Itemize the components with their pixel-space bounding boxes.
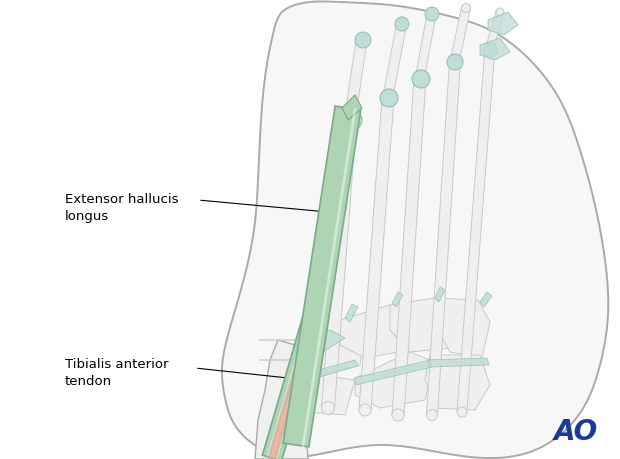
Circle shape — [397, 17, 407, 27]
Polygon shape — [415, 11, 436, 78]
Polygon shape — [222, 1, 608, 458]
Polygon shape — [300, 360, 358, 382]
Polygon shape — [322, 119, 356, 409]
Circle shape — [451, 56, 459, 65]
Circle shape — [356, 33, 368, 44]
Circle shape — [345, 112, 355, 123]
Polygon shape — [425, 355, 490, 410]
Circle shape — [383, 91, 393, 101]
Text: AO: AO — [554, 418, 598, 446]
Polygon shape — [392, 292, 403, 307]
Text: Tibialis anterior
tendon: Tibialis anterior tendon — [65, 358, 169, 388]
Circle shape — [428, 7, 436, 17]
Circle shape — [322, 402, 335, 414]
Polygon shape — [435, 298, 490, 358]
Polygon shape — [340, 305, 415, 358]
Polygon shape — [255, 340, 308, 459]
Polygon shape — [427, 62, 461, 415]
Circle shape — [342, 110, 362, 130]
Circle shape — [414, 72, 426, 84]
Circle shape — [461, 4, 471, 12]
Circle shape — [343, 113, 356, 127]
Circle shape — [380, 89, 398, 107]
Polygon shape — [295, 330, 345, 360]
Circle shape — [425, 7, 439, 21]
Polygon shape — [295, 320, 365, 375]
Circle shape — [415, 73, 425, 82]
Polygon shape — [283, 106, 361, 447]
Polygon shape — [355, 352, 435, 408]
Circle shape — [457, 407, 467, 417]
Polygon shape — [359, 98, 394, 410]
Circle shape — [392, 409, 404, 421]
Polygon shape — [480, 292, 492, 307]
Circle shape — [450, 56, 461, 67]
Polygon shape — [342, 95, 362, 120]
Circle shape — [485, 43, 495, 53]
Polygon shape — [345, 304, 358, 322]
Polygon shape — [345, 37, 368, 119]
Polygon shape — [354, 360, 432, 385]
Polygon shape — [262, 297, 327, 459]
Circle shape — [355, 32, 371, 48]
Polygon shape — [383, 21, 407, 97]
Polygon shape — [488, 12, 518, 35]
Circle shape — [359, 404, 371, 416]
Polygon shape — [457, 48, 495, 412]
Polygon shape — [428, 358, 489, 367]
Circle shape — [483, 43, 497, 57]
Circle shape — [395, 17, 409, 31]
Circle shape — [427, 409, 438, 420]
Circle shape — [382, 92, 394, 104]
Polygon shape — [392, 78, 426, 415]
Polygon shape — [296, 348, 308, 365]
Polygon shape — [451, 7, 471, 61]
Circle shape — [412, 70, 430, 88]
Polygon shape — [435, 287, 445, 302]
Polygon shape — [280, 365, 355, 415]
Text: Extensor hallucis
longus: Extensor hallucis longus — [65, 193, 179, 223]
Circle shape — [486, 43, 494, 51]
Circle shape — [447, 54, 463, 70]
Circle shape — [496, 8, 504, 16]
Polygon shape — [390, 298, 455, 352]
Polygon shape — [480, 38, 510, 60]
Polygon shape — [486, 11, 504, 48]
